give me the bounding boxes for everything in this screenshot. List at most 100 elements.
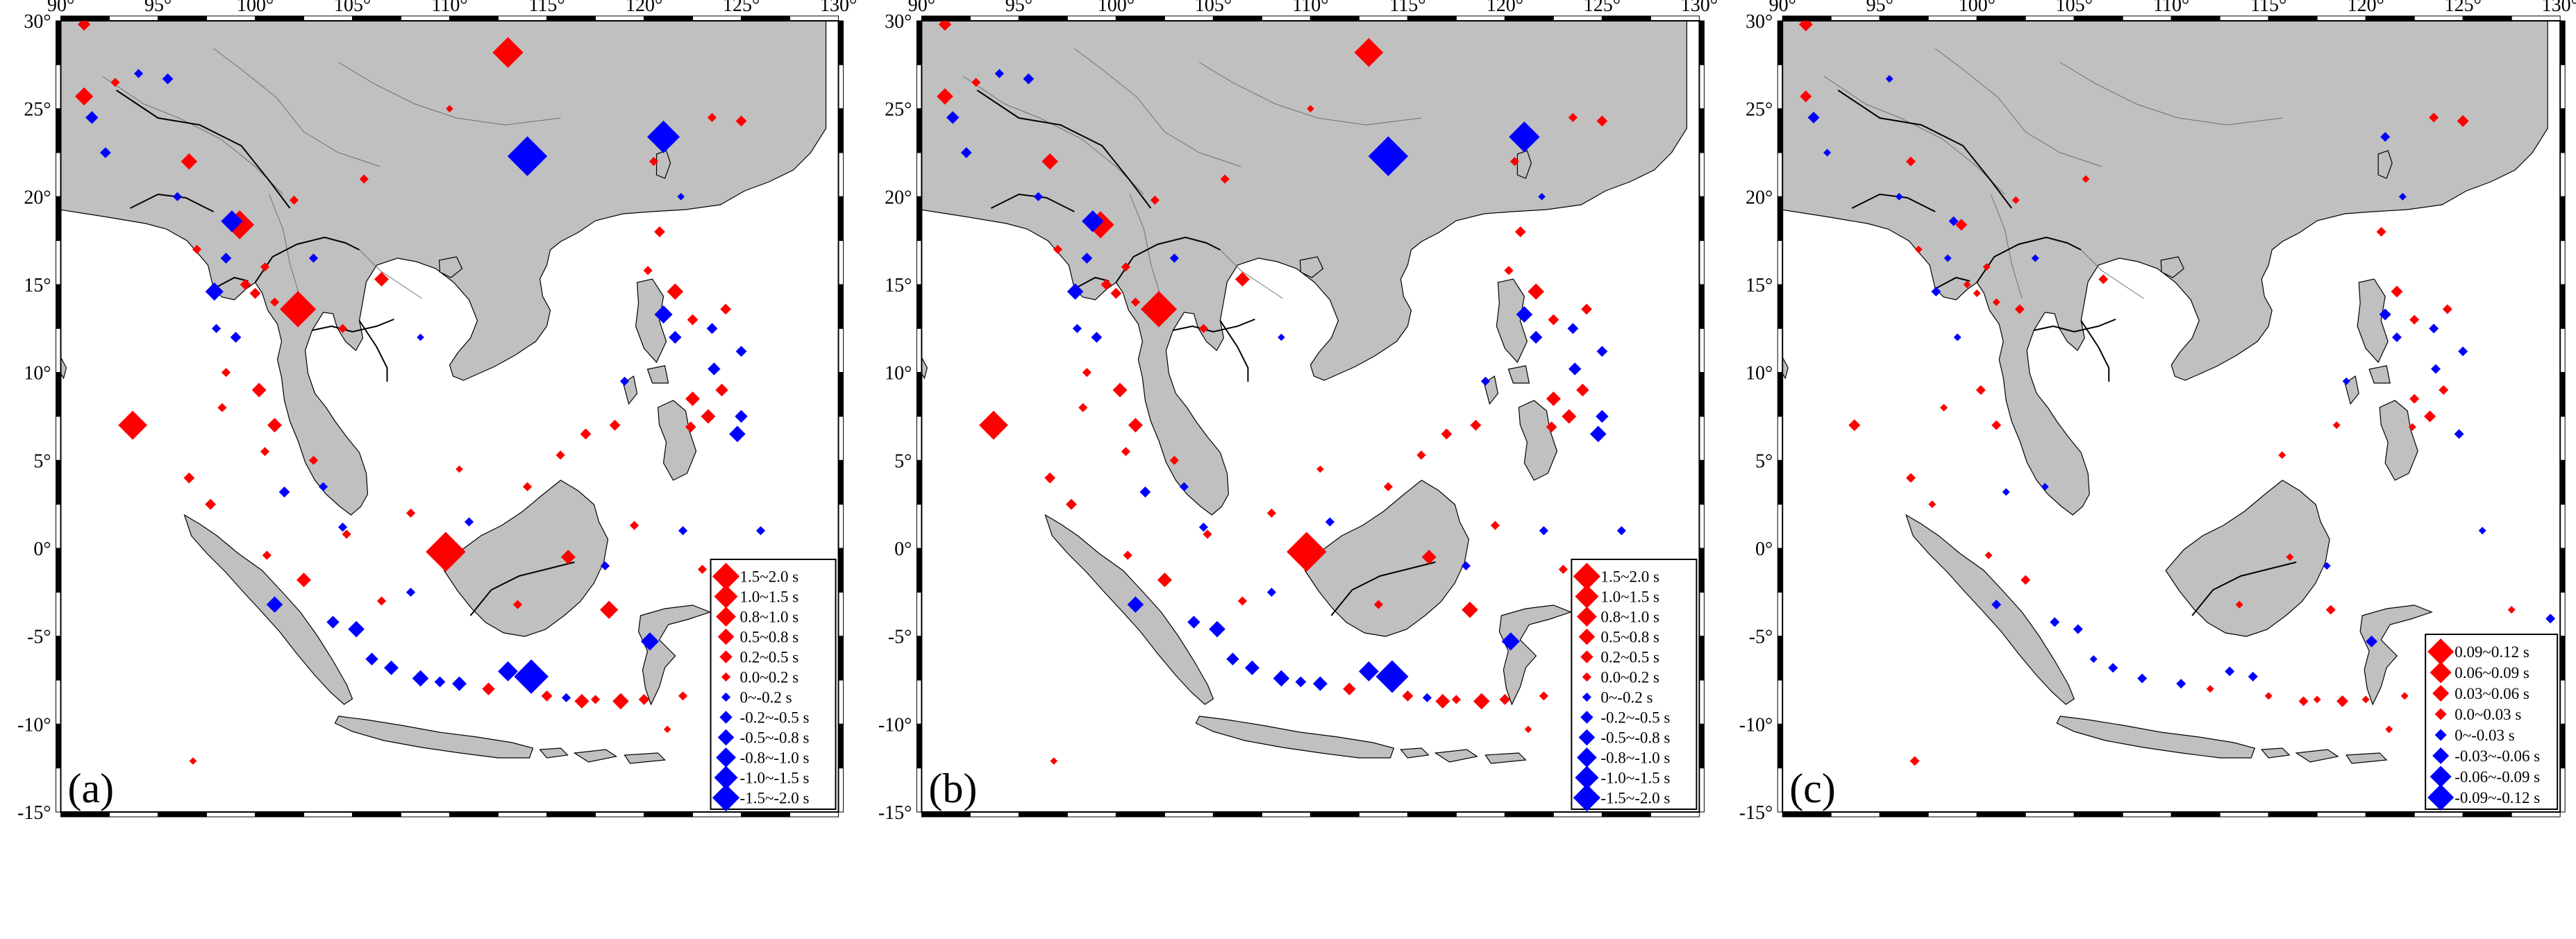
station-marker [1169, 455, 1179, 465]
station-marker [2264, 692, 2273, 700]
station-marker [337, 323, 348, 333]
lon-tick-label: 110° [1292, 0, 1328, 16]
legend-label: 0.8~1.0 s [1600, 609, 1659, 626]
legend-label: 0.0~0.2 s [740, 669, 799, 686]
station-marker [267, 418, 283, 433]
station-marker [1121, 262, 1130, 272]
station-marker [1931, 287, 1941, 297]
station-marker [1955, 219, 1968, 231]
legend-label: -0.09~-0.12 s [2454, 789, 2540, 806]
station-marker [2380, 132, 2391, 142]
station-marker [2442, 304, 2452, 314]
lat-tick-label: -5° [27, 627, 51, 648]
station-marker [2278, 451, 2286, 459]
station-marker [715, 383, 728, 397]
lat-tick-label: -15° [878, 802, 912, 824]
legend-label: 0.0~0.2 s [1600, 669, 1659, 686]
station-marker [2545, 614, 2556, 624]
legend-symbol [1582, 692, 1591, 702]
station-marker [1187, 616, 1201, 629]
station-marker [1596, 409, 1609, 423]
station-marker [498, 661, 518, 682]
station-marker [2082, 175, 2090, 183]
station-marker [1567, 323, 1579, 335]
station-marker [1991, 600, 2002, 610]
legend-symbol [2432, 685, 2450, 702]
legend-label: -0.8~-1.0 s [1600, 750, 1670, 767]
legend-label: 0.8~1.0 s [740, 609, 799, 626]
lon-tick-label: 125° [723, 0, 760, 16]
station-marker [2454, 429, 2464, 439]
lat-tick-label: 5° [1755, 450, 1773, 472]
station-marker [1220, 174, 1230, 184]
station-marker [2391, 285, 2403, 298]
station-marker [162, 73, 174, 85]
station-marker [2429, 112, 2439, 123]
station-marker [405, 587, 416, 597]
station-marker [629, 521, 639, 530]
lat-tick-label: 25° [885, 99, 912, 121]
station-marker [667, 283, 684, 300]
station-marker [2336, 695, 2349, 707]
lon-tick-label: 110° [431, 0, 467, 16]
station-marker [205, 498, 217, 510]
legend-label: 0~-0.2 s [1600, 689, 1653, 707]
station-marker [464, 517, 474, 527]
station-marker [1082, 368, 1092, 378]
station-marker [1499, 693, 1511, 705]
legend-label: -0.5~-0.8 s [1600, 729, 1670, 747]
station-marker [2225, 666, 2235, 677]
station-marker [2206, 685, 2214, 693]
station-marker [1548, 314, 1559, 325]
station-marker [937, 88, 953, 105]
station-marker [192, 244, 202, 254]
legend-symbol [719, 650, 733, 663]
legend-symbol [1582, 672, 1591, 682]
station-marker [1616, 526, 1626, 536]
station-marker [514, 659, 549, 694]
legend-symbol [2434, 708, 2447, 720]
station-marker [100, 147, 111, 158]
station-marker [2385, 725, 2393, 734]
station-marker [1948, 216, 1959, 226]
station-marker [1123, 550, 1132, 560]
legend-label: 0.5~0.8 s [740, 629, 799, 646]
station-marker [492, 37, 524, 68]
station-marker [979, 410, 1008, 440]
station-marker [280, 291, 317, 328]
station-marker [678, 691, 688, 701]
station-marker [2248, 671, 2258, 682]
station-marker [1441, 428, 1453, 440]
station-marker [619, 376, 630, 386]
station-marker [2361, 695, 2370, 704]
station-marker [1053, 244, 1062, 254]
station-marker [1266, 587, 1276, 597]
lat-tick-label: -10° [1739, 714, 1773, 736]
station-marker [2366, 635, 2378, 648]
lat-tick-label: 15° [885, 275, 912, 296]
station-marker [376, 596, 387, 606]
station-marker [1568, 112, 1578, 122]
lon-tick-label: 115° [528, 0, 564, 16]
station-marker [1928, 500, 1937, 509]
station-marker [2050, 617, 2060, 627]
station-marker [1091, 332, 1103, 343]
legend-label: 1.0~1.5 s [1600, 589, 1659, 606]
station-marker [1509, 157, 1519, 167]
lat-tick-label: 25° [24, 99, 51, 121]
legend-symbol [2432, 747, 2450, 764]
lat-tick-label: -10° [878, 714, 912, 736]
station-marker [260, 262, 270, 272]
station-marker [1798, 21, 1813, 32]
station-marker [1078, 403, 1088, 412]
station-marker [1562, 409, 1577, 424]
lon-tick-label: 130° [820, 0, 857, 16]
station-marker [2325, 604, 2336, 615]
station-marker [687, 314, 699, 325]
station-marker [2507, 606, 2516, 614]
station-marker [405, 508, 416, 518]
station-marker [221, 210, 243, 232]
lon-tick-label: 125° [1584, 0, 1621, 16]
legend-label: 0.2~0.5 s [1600, 649, 1659, 666]
station-markers [75, 21, 795, 765]
